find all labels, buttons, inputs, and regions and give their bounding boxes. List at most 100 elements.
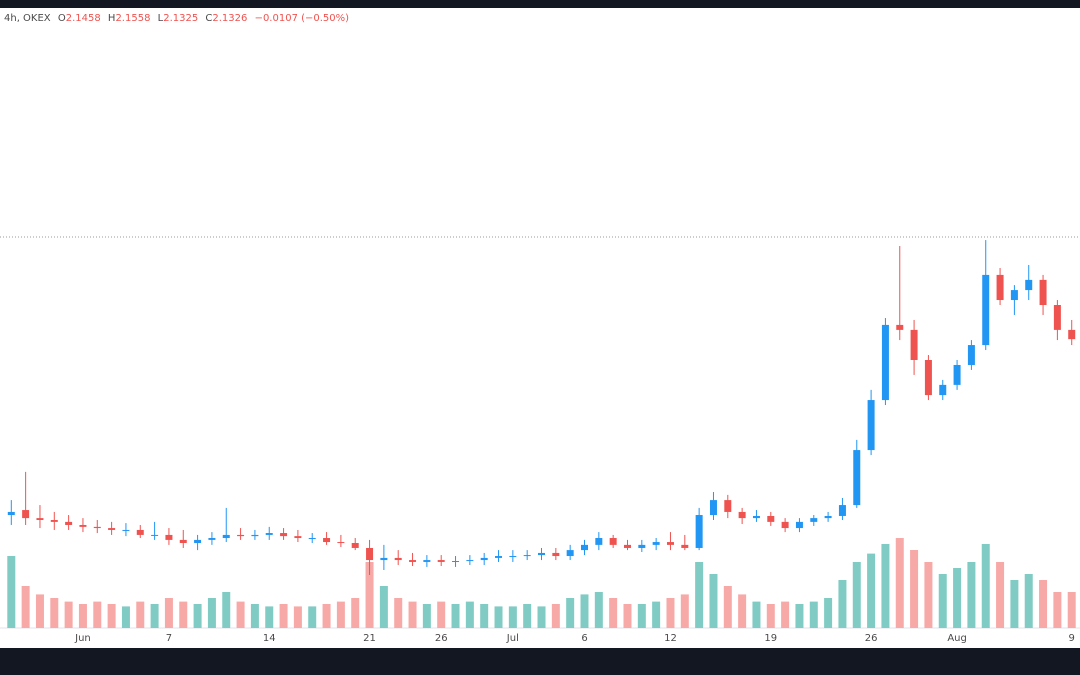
candle-body xyxy=(480,557,488,561)
bottom-bar xyxy=(0,648,1080,675)
x-tick-label: 26 xyxy=(435,633,448,644)
candle-body xyxy=(437,560,445,562)
top-bar xyxy=(0,0,1080,8)
volume-bar xyxy=(781,601,790,628)
volume-bar xyxy=(852,562,861,628)
candle-body xyxy=(896,324,904,330)
volume-bar xyxy=(981,544,990,628)
candle-body xyxy=(251,534,259,537)
candle-body xyxy=(709,500,717,516)
volume-bar xyxy=(50,598,59,628)
header-change: −0.0107 (−0.50%) xyxy=(255,13,350,24)
volume-bar xyxy=(336,601,345,628)
volume-bar xyxy=(222,592,231,628)
candle-body xyxy=(65,521,73,525)
volume-bar xyxy=(566,598,575,628)
volume-bar xyxy=(64,601,73,628)
candle-body xyxy=(752,515,760,519)
header-h: H xyxy=(108,13,116,24)
candle-body xyxy=(394,557,402,561)
candle-body xyxy=(495,556,503,558)
candle-body xyxy=(308,538,316,540)
header-o: O xyxy=(58,13,66,24)
volume-bar xyxy=(465,601,474,628)
volume-bar xyxy=(680,594,689,628)
candle-body xyxy=(280,533,288,537)
candle-body xyxy=(910,329,918,360)
volume-bar xyxy=(637,604,646,628)
candle-body xyxy=(853,450,861,506)
volume-bar xyxy=(150,604,159,628)
candle-body xyxy=(924,360,932,396)
volume-bar xyxy=(7,556,16,628)
candle-body xyxy=(466,560,474,562)
volume-bar xyxy=(766,604,775,628)
x-tick-label: 9 xyxy=(1069,633,1075,644)
volume-bar xyxy=(422,604,431,628)
candle-body xyxy=(237,534,245,537)
plot: Jun 7 14 21 26 Jul 6 12 19 26 Aug 9 xyxy=(0,236,1080,644)
volume-bar xyxy=(523,604,532,628)
candle-body xyxy=(36,518,44,520)
header-o-value: 2.1458 xyxy=(66,13,101,24)
volume-bar xyxy=(236,601,245,628)
volume-bar xyxy=(580,594,589,628)
volume-bar xyxy=(752,601,761,628)
candle-body xyxy=(967,345,975,365)
candle-body xyxy=(1025,279,1033,291)
candle-body xyxy=(265,533,273,535)
volume-bar xyxy=(652,601,661,628)
volume-bar xyxy=(1067,592,1076,628)
x-tick-label: Jun xyxy=(74,633,91,644)
header-c-value: 2.1326 xyxy=(212,13,247,24)
volume-bar xyxy=(78,604,87,628)
candle-body xyxy=(996,274,1004,301)
x-tick-label: Aug xyxy=(947,633,967,644)
candle-body xyxy=(552,552,560,557)
candle-body xyxy=(452,561,460,563)
candle-body xyxy=(136,529,144,535)
volume-bar xyxy=(1053,592,1062,628)
volume-bar xyxy=(953,568,962,628)
x-tick-label: 21 xyxy=(363,633,376,644)
candle-body xyxy=(366,547,374,561)
candle-body xyxy=(939,384,947,396)
candle-body xyxy=(623,544,631,548)
candle-body xyxy=(108,528,116,530)
volume-bar xyxy=(1010,580,1019,628)
volume-bar xyxy=(164,598,173,628)
volume-bar xyxy=(265,606,274,628)
volume-bar xyxy=(408,601,417,628)
candle-body xyxy=(93,526,101,529)
volume-bar xyxy=(695,562,704,628)
candle-body xyxy=(595,538,603,545)
volume-bar xyxy=(623,604,632,628)
header-symbol: 4h, OKEX xyxy=(4,13,51,24)
volume-bar xyxy=(709,574,718,628)
candle-body xyxy=(509,556,517,558)
candle-body xyxy=(781,521,789,529)
volume-bar xyxy=(494,606,503,628)
volume-bar xyxy=(179,601,188,628)
volume-bar xyxy=(537,606,546,628)
candle-body xyxy=(122,529,130,531)
volume-bar xyxy=(1039,580,1048,628)
candle-body xyxy=(867,400,875,451)
candle-body xyxy=(523,555,531,557)
volume-bar xyxy=(308,606,317,628)
x-tick-label: 26 xyxy=(865,633,878,644)
candle-body xyxy=(824,515,832,519)
volume-bar xyxy=(365,562,374,628)
candle-body xyxy=(380,557,388,561)
candle-body xyxy=(165,534,173,540)
candle-body xyxy=(179,539,187,543)
volume-bar xyxy=(609,598,618,628)
volume-bar xyxy=(723,586,732,628)
volume-bar xyxy=(508,606,517,628)
volume-bar xyxy=(480,604,489,628)
volume-bar xyxy=(867,553,876,628)
candle-body xyxy=(1053,305,1061,330)
candle-body xyxy=(323,538,331,543)
volume-bar xyxy=(35,594,44,628)
candle-body xyxy=(1068,329,1076,340)
